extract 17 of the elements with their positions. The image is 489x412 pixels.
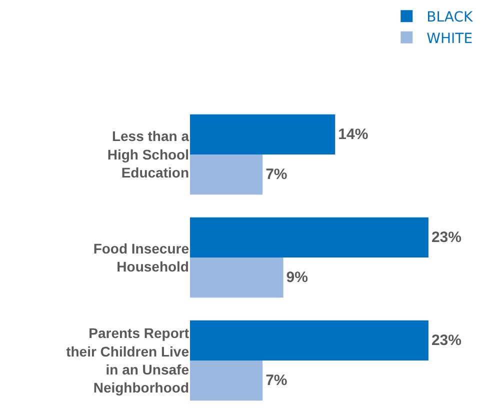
legend-label: WHITE: [426, 30, 473, 47]
y-tick-label: Parents Report their Children Live in an Unsafe Neighborhood: [66, 325, 190, 396]
bar: [190, 217, 428, 258]
bar: [190, 360, 263, 401]
y-tick-label: Food Insecure Household: [93, 240, 190, 274]
legend-label: BLACK: [426, 10, 474, 26]
data-label: 7%: [266, 372, 288, 390]
data-label: 14%: [338, 126, 368, 143]
y-tick-label: Less than a High School Education: [107, 128, 190, 181]
data-label: 23%: [431, 228, 462, 246]
bar: [190, 154, 263, 195]
bar: [190, 258, 284, 298]
bar: [190, 320, 428, 360]
data-label: 23%: [431, 332, 462, 349]
data-label: 9%: [286, 269, 308, 286]
bar: [190, 114, 336, 154]
data-label: 7%: [266, 166, 288, 184]
